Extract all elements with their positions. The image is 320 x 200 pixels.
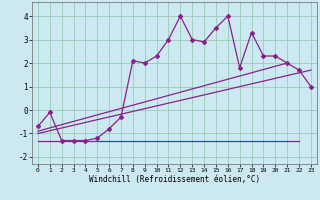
X-axis label: Windchill (Refroidissement éolien,°C): Windchill (Refroidissement éolien,°C): [89, 175, 260, 184]
